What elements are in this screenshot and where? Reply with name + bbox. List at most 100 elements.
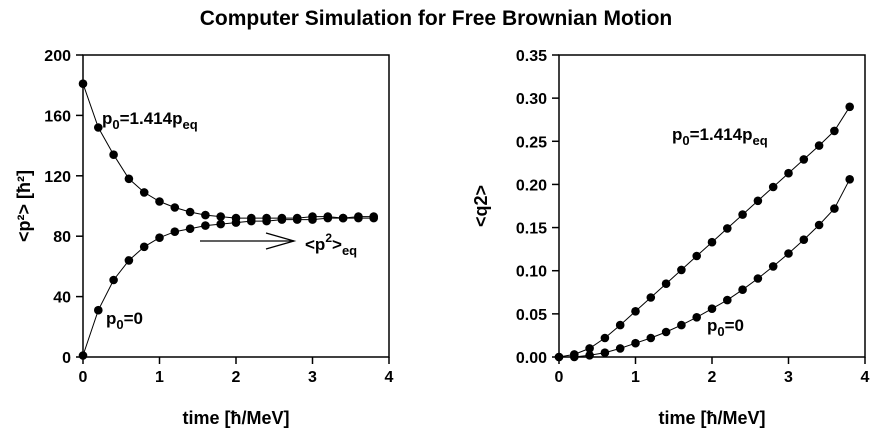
data-point [631, 307, 640, 316]
right-annotation-zero: p0=0 [707, 316, 744, 339]
data-point [845, 175, 854, 184]
data-point [600, 348, 610, 358]
data-point [170, 227, 180, 236]
right-series [554, 102, 854, 362]
eq-arrow-head [265, 232, 297, 250]
data-point [94, 305, 103, 315]
y-tick-label: 0.00 [516, 350, 547, 367]
data-point [707, 304, 717, 314]
x-tick-label: 4 [861, 369, 870, 386]
data-point [216, 219, 225, 229]
left-annotation-zero: p0=0 [106, 309, 143, 332]
data-point [677, 265, 686, 275]
data-point [155, 197, 164, 206]
data-point [615, 320, 625, 330]
y-tick-label: 120 [44, 169, 71, 186]
left-panel: time [ħ/MeV] <p²> [ħ²] 0 1 2 3 4 0 40 80 120 160… [14, 48, 394, 428]
data-point [585, 351, 594, 360]
data-point [139, 188, 149, 197]
data-point [354, 213, 363, 223]
data-point [124, 256, 134, 265]
data-point [753, 196, 763, 206]
data-point [600, 333, 610, 343]
data-point [753, 274, 763, 283]
y-tick-label: 0.10 [516, 264, 547, 281]
x-tick-label: 0 [79, 369, 88, 386]
y-tick-label: 0 [62, 350, 71, 367]
data-point [738, 210, 747, 219]
x-tick-label: 1 [631, 369, 640, 386]
data-point [570, 352, 579, 362]
data-point [94, 123, 103, 132]
series-line-0 [558, 106, 851, 358]
data-point [784, 249, 793, 258]
data-point [692, 313, 701, 322]
left-annotation-high: p0=1.414peq [102, 109, 198, 132]
left-annotation-eq: <p2>eq [305, 231, 357, 258]
left-series [78, 79, 379, 360]
right-y-axis-label: <q2> [471, 185, 491, 227]
y-tick-label: 0.30 [516, 91, 547, 108]
chart-title: Computer Simulation for Free Brownian Mo… [200, 7, 673, 30]
data-point [216, 212, 225, 221]
data-point [768, 182, 778, 192]
data-point [814, 220, 824, 230]
series-line-0 [82, 83, 374, 219]
data-point [78, 351, 88, 360]
data-point [201, 210, 210, 220]
data-point [338, 213, 348, 223]
data-point [308, 215, 317, 224]
x-tick-label: 1 [155, 369, 164, 386]
x-tick-label: 0 [555, 369, 564, 386]
y-tick-label: 0.05 [516, 307, 547, 324]
right-x-ticks: 0 1 2 3 4 [555, 357, 870, 386]
data-point [661, 327, 671, 337]
data-point [845, 102, 854, 112]
data-point [677, 320, 686, 330]
y-tick-label: 40 [53, 290, 71, 307]
data-point [585, 344, 594, 353]
data-point [768, 262, 778, 271]
data-point [247, 216, 256, 226]
x-tick-label: 3 [308, 369, 317, 386]
data-point [723, 224, 732, 233]
y-tick-label: 0.25 [516, 134, 547, 151]
data-point [707, 237, 717, 247]
right-y-ticks: 0.00 0.05 0.10 0.15 0.20 0.25 0.30 0.35 [516, 48, 559, 367]
data-point [646, 333, 656, 343]
left-y-ticks: 0 40 80 120 160 200 [44, 48, 83, 367]
data-point [201, 221, 210, 230]
y-tick-label: 200 [44, 48, 71, 65]
series-line-1 [559, 179, 851, 358]
x-tick-label: 2 [708, 369, 717, 386]
right-annotation-high: p0=1.414peq [672, 125, 768, 148]
data-point [784, 168, 793, 178]
y-tick-label: 160 [44, 108, 71, 125]
data-point [369, 213, 379, 223]
data-point [277, 215, 287, 224]
data-point [738, 285, 747, 295]
data-point [185, 207, 195, 217]
left-x-axis-label: time [ħ/MeV] [182, 408, 289, 428]
x-tick-label: 3 [784, 369, 793, 386]
data-point [155, 233, 164, 242]
data-point [830, 126, 839, 136]
data-point [554, 352, 564, 362]
x-tick-label: 4 [385, 369, 394, 386]
data-point [830, 204, 839, 213]
data-point [185, 224, 195, 233]
data-point [124, 174, 134, 184]
data-point [139, 242, 149, 252]
data-point [723, 295, 732, 305]
data-point [646, 293, 656, 302]
x-tick-label: 2 [232, 369, 241, 386]
y-tick-label: 0.20 [516, 177, 547, 194]
data-point [799, 155, 809, 164]
y-tick-label: 80 [53, 229, 71, 246]
left-y-axis-label: <p²> [ħ²] [14, 170, 34, 242]
data-point [292, 215, 302, 224]
data-point [799, 235, 809, 244]
data-point [631, 338, 640, 348]
data-point [323, 213, 333, 223]
